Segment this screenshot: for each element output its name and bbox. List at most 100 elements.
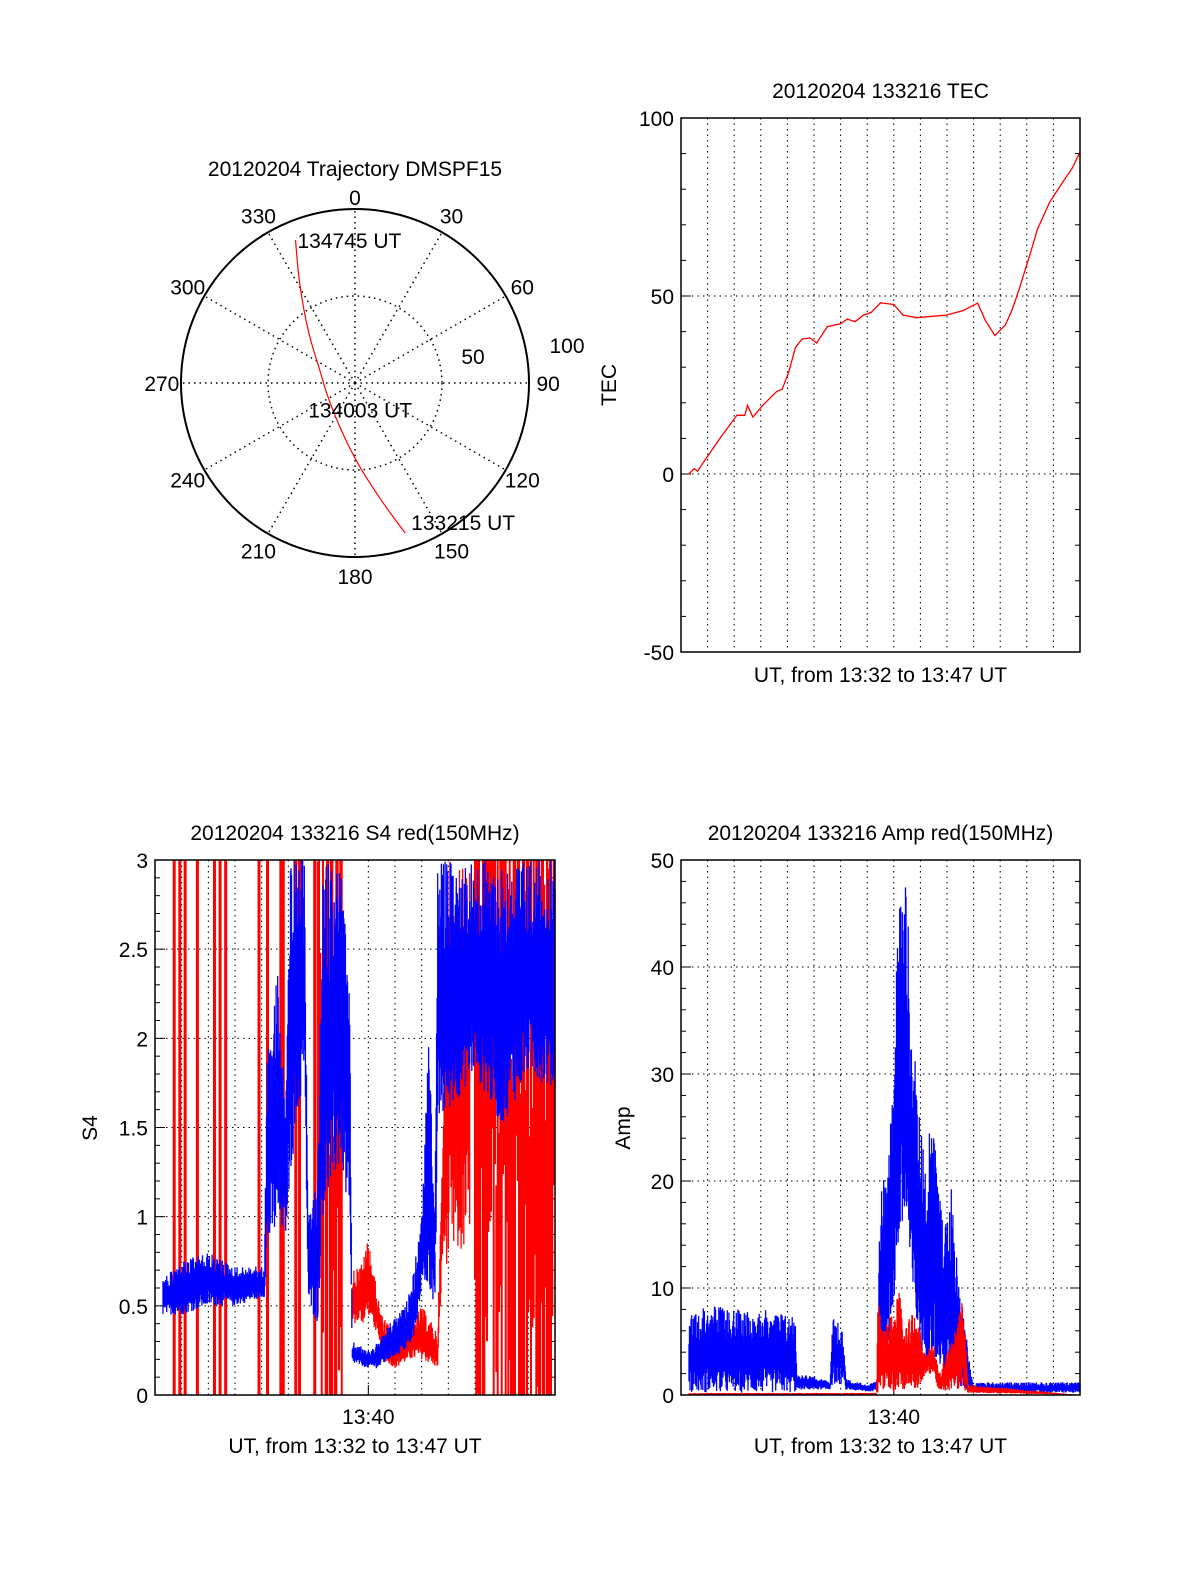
trajectory-line (294, 239, 406, 534)
radial-gridline (354, 382, 507, 471)
tec-point (707, 455, 709, 457)
angle-label: 240 (170, 470, 205, 493)
angle-label: 90 (536, 373, 559, 396)
tec-point (893, 303, 895, 306)
time-annotation: 134745 UT (297, 230, 401, 253)
tec-point (720, 436, 722, 438)
outer-ring (180, 208, 530, 558)
tec-point (1018, 289, 1020, 291)
y-tick-label: 1.5 (119, 1118, 148, 1141)
y-tick-label: 40 (651, 957, 674, 980)
radial-gridline (267, 231, 356, 384)
y-tick-label: 2.5 (119, 939, 148, 962)
chart-title: 20120204 133216 TEC (772, 80, 989, 103)
x-axis-label: UT, from 13:32 to 13:47 UT (228, 1435, 481, 1458)
plot-frame (154, 859, 556, 1396)
tec-point (1004, 324, 1007, 326)
chart-title: 20120204 133216 S4 red(150MHz) (190, 822, 519, 845)
tec-point (840, 323, 842, 325)
y-axis-label: Amp (612, 1106, 635, 1149)
radial-label: 50 (461, 346, 484, 369)
tec-point (826, 326, 828, 328)
chart-title: 20120204 133216 Amp red(150MHz) (708, 822, 1054, 845)
tec-point (962, 309, 964, 312)
x-tick-label: 13:40 (868, 1406, 921, 1429)
tec-point (862, 314, 864, 316)
tec-point (1011, 308, 1013, 311)
tec-point (945, 314, 947, 316)
radial-gridline (354, 382, 443, 535)
radial-gridline (354, 295, 507, 384)
tec-point (788, 371, 790, 373)
tec-point (801, 338, 803, 340)
tec-point (1071, 167, 1073, 170)
y-axis-label: S4 (79, 1115, 102, 1141)
x-tick-label: 13:40 (342, 1406, 395, 1429)
x-axis-label: UT, from 13:32 to 13:47 UT (754, 1435, 1007, 1458)
y-tick-label: 20 (651, 1171, 674, 1194)
tec-point (688, 473, 690, 475)
y-tick-label: 0 (662, 1385, 674, 1408)
angle-label: 330 (241, 206, 276, 229)
amp-plot: 0 10 20 30 40 50 20120204 133216 Amp red(150MH… (612, 822, 1081, 1458)
grid-ring-50 (267, 295, 443, 471)
tec-point (816, 342, 818, 344)
time-annotation: 133215 UT (411, 512, 515, 535)
tec-point (994, 334, 996, 337)
plot-frame (680, 117, 1081, 653)
tec-point (1048, 202, 1051, 204)
y-tick-label: 0.5 (119, 1296, 148, 1319)
tec-point (854, 321, 856, 323)
y-tick-label: 50 (651, 850, 674, 873)
angle-label: 300 (170, 276, 205, 299)
series-group (162, 860, 556, 1395)
tec-point (744, 414, 746, 416)
y-tick-label: -50 (644, 642, 674, 665)
tec-point (870, 311, 872, 313)
y-tick-label: 2 (136, 1028, 148, 1051)
angle-label: 210 (241, 540, 276, 563)
plot-frame (680, 859, 1081, 1396)
tec-point (752, 416, 754, 418)
tec-point (762, 403, 765, 406)
chart-title: 20120204 Trajectory DMSPF15 (208, 158, 502, 181)
tec-point (846, 318, 848, 320)
angle-label: 270 (144, 373, 179, 396)
tec-plot: -50 0 50 100 20120204 133216 TEC UT, from 13:… (598, 80, 1081, 687)
tec-point (976, 302, 979, 304)
y-tick-label: 0 (136, 1385, 148, 1408)
tec-point (693, 468, 695, 470)
tec-point (746, 404, 749, 406)
angle-label: 180 (337, 566, 372, 589)
trajectory-polar-plot: 20120204 Trajectory DMSPF15 0 30 60 90 120 150… (144, 158, 584, 589)
tec-point (736, 414, 738, 416)
tec-point (794, 347, 796, 349)
y-axis-label: TEC (598, 364, 621, 406)
s4-plot: 0 0.5 1 1.5 2 2.5 3 20120204 133216 S4 red(150M… (79, 822, 556, 1458)
y-tick-label: 10 (651, 1278, 674, 1301)
angle-label: 120 (505, 470, 540, 493)
tec-point (781, 388, 783, 390)
tec-point (984, 320, 987, 322)
time-annotation: 134003 UT (308, 399, 412, 422)
angle-label: 60 (511, 276, 534, 299)
y-tick-label: 3 (136, 850, 148, 873)
x-axis-label: UT, from 13:32 to 13:47 UT (754, 664, 1007, 687)
series-group (688, 887, 1081, 1395)
y-tick-label: 0 (662, 464, 674, 487)
tec-point (1036, 228, 1039, 231)
angle-label: 30 (440, 206, 463, 229)
tec-point (1028, 255, 1031, 257)
y-tick-label: 1 (136, 1207, 148, 1230)
tec-point (776, 390, 778, 393)
radial-gridline (203, 382, 356, 471)
angle-label: 0 (349, 187, 361, 210)
tec-point (696, 470, 699, 472)
y-tick-label: 50 (651, 286, 674, 309)
tec-point (902, 314, 904, 316)
tec-point (915, 317, 918, 319)
tec-point (1062, 181, 1064, 183)
angle-label: 150 (434, 540, 469, 563)
tec-point (809, 337, 811, 339)
